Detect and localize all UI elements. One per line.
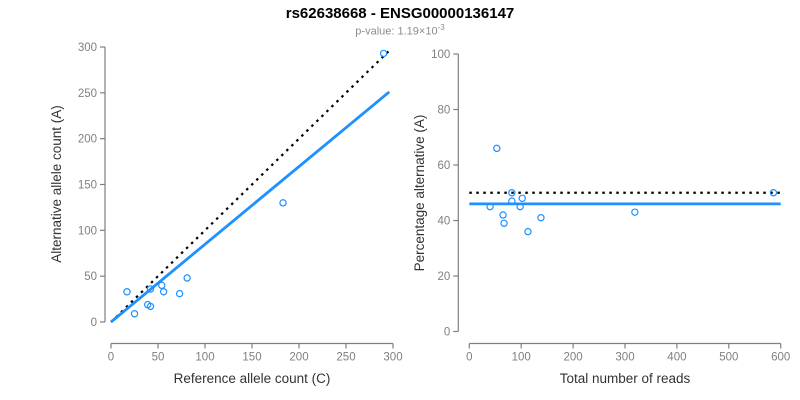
data-point [130,310,139,318]
data-point [518,194,526,202]
x-tick-label: 250 [336,352,355,364]
y-tick-label: 100 [78,225,97,237]
y-axis-label: Alternative allele count (A) [49,105,64,263]
data-point [524,227,532,236]
data-point [183,274,191,282]
x-tick-label: 100 [512,352,531,364]
y-tick-label: 80 [438,105,451,117]
data-point [516,202,524,211]
data-point [146,302,155,311]
x-tick-label: 400 [667,352,686,364]
y-tick-label: 40 [438,216,451,228]
p-value-subtitle: p-value: 1.19×10-3 [0,23,800,38]
data-point [537,214,545,222]
data-point [631,208,639,216]
page-title: rs62638668 - ENSG00000136147 [285,5,515,22]
data-point [159,288,168,296]
data-point [499,211,507,219]
fit-line [110,90,391,324]
data-point [493,144,501,153]
data-point [486,202,494,211]
y-tick-label: 60 [438,160,451,172]
y-axis-label: Percentage alternative (A) [412,115,427,272]
data-point [508,189,516,197]
x-tick-label: 150 [242,352,261,364]
identity-line [110,49,391,323]
y-tick-label: 100 [431,49,450,61]
x-tick-label: 300 [615,352,634,364]
y-tick-label: 200 [78,134,97,146]
y-tick-label: 150 [78,180,97,192]
x-tick-label: 0 [466,352,472,364]
data-point [175,289,184,298]
data-point [123,288,131,296]
x-tick-label: 600 [771,352,790,364]
x-axis-label: Total number of reads [560,371,691,386]
x-tick-label: 200 [289,352,308,364]
y-tick-label: 50 [84,271,97,283]
data-point [500,219,508,227]
allele-counts-scatter: 0 50 100 150 200 250 300 0 50 100 150 200 250 300 Refe… [49,42,403,386]
x-axis-label: Reference allele count (C) [174,371,331,386]
percentage-vs-coverage-scatter: 0 100 200 300 400 500 600 0 20 40 60 80 100 Total num… [412,49,790,386]
x-tick-label: 50 [152,352,165,364]
x-tick-label: 300 [383,352,402,364]
data-point [279,199,287,207]
data-point [379,49,388,58]
p-value-exponent: -3 [437,23,445,32]
x-tick-label: 200 [564,352,583,364]
y-tick-label: 0 [91,317,97,329]
data-point [146,285,155,293]
y-tick-label: 250 [78,88,97,100]
p-value-mantissa: 1.19×10 [397,25,438,38]
data-point [769,189,778,197]
data-point [508,197,516,205]
x-tick-label: 0 [108,352,114,364]
y-tick-label: 0 [444,327,450,339]
x-tick-label: 100 [195,352,214,364]
x-tick-label: 500 [719,352,738,364]
y-tick-label: 300 [78,42,97,54]
p-value-label: p-value: [355,25,395,38]
data-point [158,281,166,290]
y-tick-label: 20 [438,271,451,283]
